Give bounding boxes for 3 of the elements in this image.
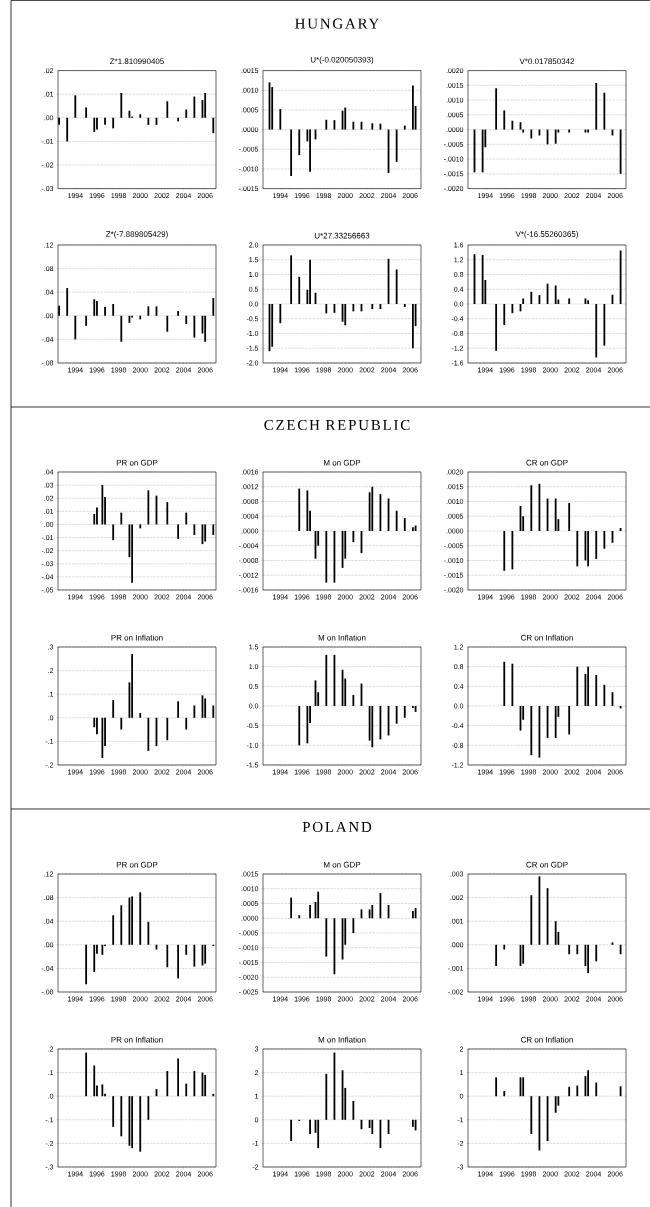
text: POLAND: [302, 821, 372, 833]
text: HUNGARY: [295, 18, 379, 29]
text: CZECH REPUBLIC: [264, 419, 410, 430]
